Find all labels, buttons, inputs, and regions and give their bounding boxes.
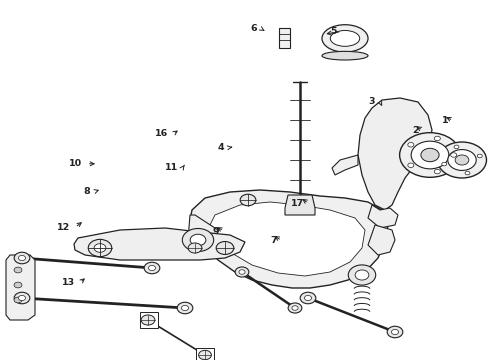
Circle shape — [148, 265, 155, 271]
Polygon shape — [368, 205, 398, 228]
Circle shape — [144, 262, 160, 274]
Circle shape — [216, 242, 234, 255]
Circle shape — [455, 155, 469, 165]
Circle shape — [190, 234, 206, 246]
Circle shape — [392, 329, 398, 334]
Text: 16: 16 — [155, 129, 169, 138]
Circle shape — [451, 153, 457, 157]
Circle shape — [182, 229, 214, 252]
Circle shape — [411, 141, 449, 169]
Circle shape — [14, 267, 22, 273]
Circle shape — [188, 243, 202, 253]
Circle shape — [300, 292, 316, 304]
Polygon shape — [74, 228, 245, 260]
Circle shape — [448, 149, 476, 170]
Text: 6: 6 — [250, 24, 257, 33]
Circle shape — [14, 282, 22, 288]
Text: 12: 12 — [57, 223, 71, 232]
Circle shape — [348, 265, 376, 285]
Circle shape — [239, 270, 245, 274]
Text: 8: 8 — [83, 187, 90, 196]
Polygon shape — [140, 312, 158, 328]
Circle shape — [408, 143, 414, 147]
Circle shape — [14, 292, 30, 304]
Circle shape — [477, 154, 482, 158]
Circle shape — [177, 302, 193, 314]
Circle shape — [465, 171, 470, 175]
Text: 9: 9 — [213, 227, 220, 236]
Ellipse shape — [322, 25, 368, 52]
Text: 4: 4 — [218, 143, 224, 152]
Circle shape — [434, 169, 441, 174]
Circle shape — [400, 133, 461, 177]
Circle shape — [240, 194, 256, 206]
Polygon shape — [6, 255, 35, 320]
Polygon shape — [196, 348, 214, 360]
Circle shape — [288, 303, 302, 313]
Text: 13: 13 — [62, 278, 75, 287]
Circle shape — [88, 239, 112, 257]
Polygon shape — [188, 215, 218, 250]
Circle shape — [19, 296, 25, 301]
Circle shape — [235, 267, 249, 277]
Circle shape — [442, 162, 447, 166]
Circle shape — [387, 326, 403, 338]
Circle shape — [304, 296, 312, 301]
Polygon shape — [332, 155, 358, 175]
Text: 17: 17 — [291, 199, 304, 208]
Text: 3: 3 — [369, 97, 375, 106]
Circle shape — [438, 142, 487, 178]
Circle shape — [181, 305, 189, 311]
Text: 1: 1 — [442, 116, 449, 125]
FancyBboxPatch shape — [279, 28, 290, 48]
Circle shape — [198, 350, 211, 360]
Polygon shape — [285, 195, 315, 215]
Circle shape — [141, 315, 155, 325]
Text: 10: 10 — [69, 159, 82, 168]
Ellipse shape — [330, 31, 360, 46]
Circle shape — [14, 252, 30, 264]
Circle shape — [454, 145, 459, 149]
Polygon shape — [358, 98, 432, 210]
Polygon shape — [210, 202, 365, 276]
Circle shape — [292, 306, 298, 310]
Circle shape — [355, 270, 369, 280]
Ellipse shape — [322, 51, 368, 60]
Text: 2: 2 — [412, 126, 418, 135]
Circle shape — [408, 163, 414, 167]
Polygon shape — [368, 225, 395, 255]
Polygon shape — [190, 190, 388, 288]
Text: 5: 5 — [331, 27, 337, 36]
Circle shape — [14, 297, 22, 303]
Circle shape — [434, 136, 441, 141]
Circle shape — [19, 255, 25, 261]
Circle shape — [421, 148, 439, 162]
Circle shape — [94, 244, 106, 252]
Text: 11: 11 — [165, 163, 178, 172]
Text: 7: 7 — [270, 236, 277, 245]
